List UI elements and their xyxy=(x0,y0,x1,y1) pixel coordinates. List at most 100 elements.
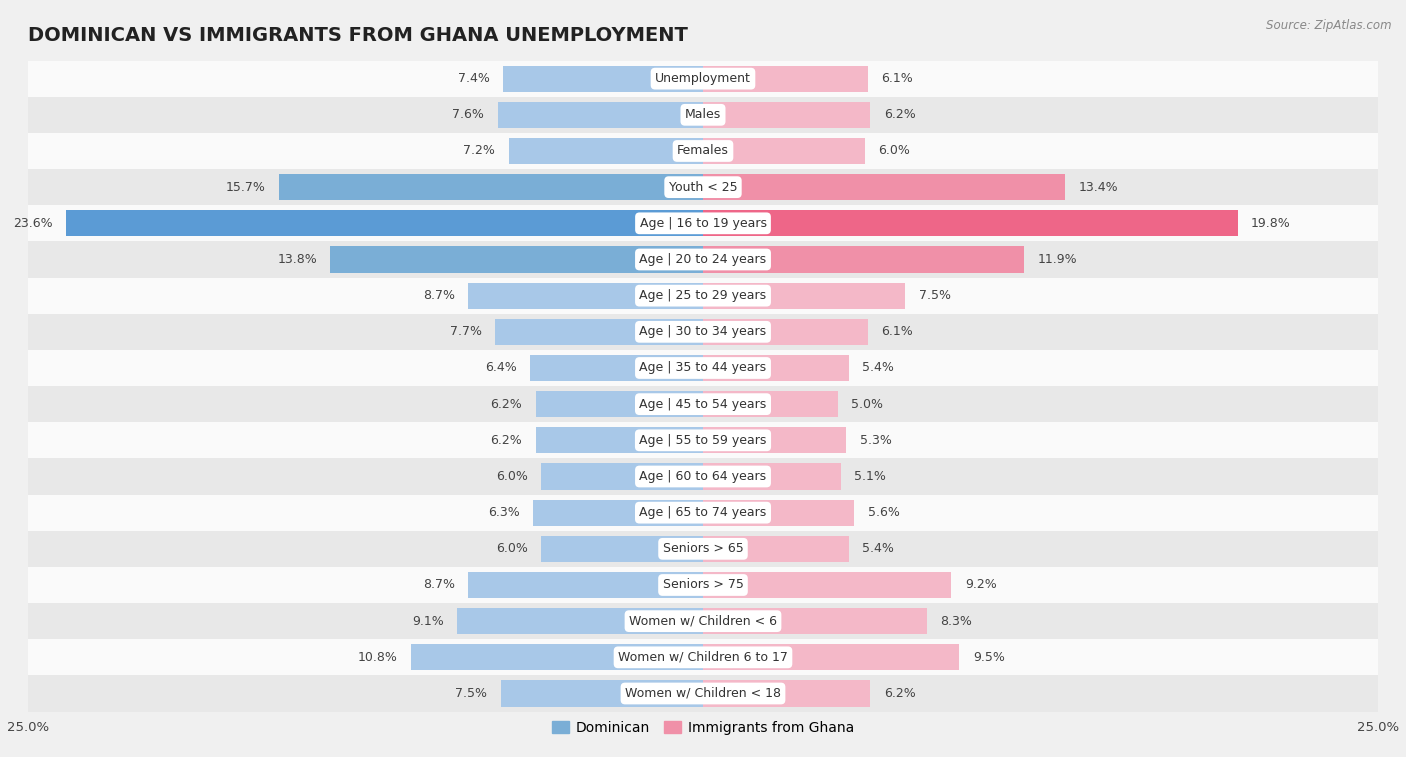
Text: 6.2%: 6.2% xyxy=(491,434,522,447)
Text: 6.2%: 6.2% xyxy=(491,397,522,410)
Text: Women w/ Children < 6: Women w/ Children < 6 xyxy=(628,615,778,628)
Bar xyxy=(28,350,1378,386)
Text: 5.6%: 5.6% xyxy=(868,506,900,519)
Bar xyxy=(28,205,1378,241)
Bar xyxy=(330,247,703,273)
Text: 6.1%: 6.1% xyxy=(882,326,912,338)
Text: Seniors > 75: Seniors > 75 xyxy=(662,578,744,591)
Bar xyxy=(703,355,849,381)
Text: Age | 25 to 29 years: Age | 25 to 29 years xyxy=(640,289,766,302)
Bar xyxy=(703,391,838,417)
Text: 5.1%: 5.1% xyxy=(855,470,886,483)
Text: Age | 65 to 74 years: Age | 65 to 74 years xyxy=(640,506,766,519)
Bar xyxy=(530,355,703,381)
Text: Women w/ Children 6 to 17: Women w/ Children 6 to 17 xyxy=(619,651,787,664)
Text: 6.4%: 6.4% xyxy=(485,362,517,375)
Bar xyxy=(498,101,703,128)
Text: Age | 20 to 24 years: Age | 20 to 24 years xyxy=(640,253,766,266)
Bar xyxy=(495,319,703,345)
Bar xyxy=(703,282,905,309)
Text: 6.0%: 6.0% xyxy=(496,542,527,556)
Bar xyxy=(28,639,1378,675)
Bar xyxy=(28,169,1378,205)
Bar xyxy=(536,427,703,453)
Legend: Dominican, Immigrants from Ghana: Dominican, Immigrants from Ghana xyxy=(547,715,859,740)
Text: 13.4%: 13.4% xyxy=(1078,181,1118,194)
Text: 10.8%: 10.8% xyxy=(359,651,398,664)
Bar xyxy=(703,210,1237,236)
Text: 5.4%: 5.4% xyxy=(862,362,894,375)
Text: 8.7%: 8.7% xyxy=(423,289,454,302)
Bar xyxy=(703,681,870,706)
Text: 6.2%: 6.2% xyxy=(884,687,915,700)
Bar xyxy=(703,572,952,598)
Text: Seniors > 65: Seniors > 65 xyxy=(662,542,744,556)
Text: 13.8%: 13.8% xyxy=(277,253,316,266)
Text: 6.2%: 6.2% xyxy=(884,108,915,121)
Text: Women w/ Children < 18: Women w/ Children < 18 xyxy=(626,687,780,700)
Bar xyxy=(28,494,1378,531)
Bar xyxy=(703,536,849,562)
Bar xyxy=(503,66,703,92)
Text: 8.3%: 8.3% xyxy=(941,615,973,628)
Text: 7.5%: 7.5% xyxy=(920,289,950,302)
Bar xyxy=(703,138,865,164)
Bar xyxy=(28,97,1378,133)
Bar xyxy=(703,463,841,490)
Text: 9.5%: 9.5% xyxy=(973,651,1005,664)
Text: Age | 16 to 19 years: Age | 16 to 19 years xyxy=(640,217,766,230)
Bar xyxy=(703,500,855,525)
Text: 7.4%: 7.4% xyxy=(458,72,489,85)
Text: 7.2%: 7.2% xyxy=(463,145,495,157)
Text: 8.7%: 8.7% xyxy=(423,578,454,591)
Bar xyxy=(703,608,927,634)
Bar xyxy=(28,133,1378,169)
Text: 5.0%: 5.0% xyxy=(852,397,883,410)
Bar xyxy=(541,536,703,562)
Text: 6.0%: 6.0% xyxy=(496,470,527,483)
Bar xyxy=(28,241,1378,278)
Bar xyxy=(509,138,703,164)
Bar xyxy=(533,500,703,525)
Bar xyxy=(703,101,870,128)
Bar xyxy=(28,422,1378,459)
Bar xyxy=(703,427,846,453)
Text: 7.7%: 7.7% xyxy=(450,326,482,338)
Bar xyxy=(28,61,1378,97)
Text: 6.0%: 6.0% xyxy=(879,145,910,157)
Bar xyxy=(703,66,868,92)
Bar xyxy=(66,210,703,236)
Text: Age | 30 to 34 years: Age | 30 to 34 years xyxy=(640,326,766,338)
Text: Age | 35 to 44 years: Age | 35 to 44 years xyxy=(640,362,766,375)
Text: 19.8%: 19.8% xyxy=(1251,217,1291,230)
Bar xyxy=(28,386,1378,422)
Bar xyxy=(703,319,868,345)
Bar xyxy=(536,391,703,417)
Text: Age | 60 to 64 years: Age | 60 to 64 years xyxy=(640,470,766,483)
Text: 9.2%: 9.2% xyxy=(965,578,997,591)
Bar xyxy=(703,247,1024,273)
Bar xyxy=(28,531,1378,567)
Text: Unemployment: Unemployment xyxy=(655,72,751,85)
Bar xyxy=(501,681,703,706)
Bar xyxy=(28,675,1378,712)
Text: 6.1%: 6.1% xyxy=(882,72,912,85)
Bar xyxy=(541,463,703,490)
Text: 7.6%: 7.6% xyxy=(453,108,484,121)
Text: Females: Females xyxy=(678,145,728,157)
Text: Source: ZipAtlas.com: Source: ZipAtlas.com xyxy=(1267,19,1392,32)
Bar xyxy=(28,459,1378,494)
Bar xyxy=(28,603,1378,639)
Text: Age | 55 to 59 years: Age | 55 to 59 years xyxy=(640,434,766,447)
Bar xyxy=(28,567,1378,603)
Text: DOMINICAN VS IMMIGRANTS FROM GHANA UNEMPLOYMENT: DOMINICAN VS IMMIGRANTS FROM GHANA UNEMP… xyxy=(28,26,688,45)
Text: Age | 45 to 54 years: Age | 45 to 54 years xyxy=(640,397,766,410)
Text: 23.6%: 23.6% xyxy=(13,217,52,230)
Bar xyxy=(28,313,1378,350)
Bar xyxy=(703,644,959,671)
Text: 9.1%: 9.1% xyxy=(412,615,444,628)
Bar xyxy=(412,644,703,671)
Text: 5.3%: 5.3% xyxy=(859,434,891,447)
Text: 11.9%: 11.9% xyxy=(1038,253,1077,266)
Text: 15.7%: 15.7% xyxy=(226,181,266,194)
